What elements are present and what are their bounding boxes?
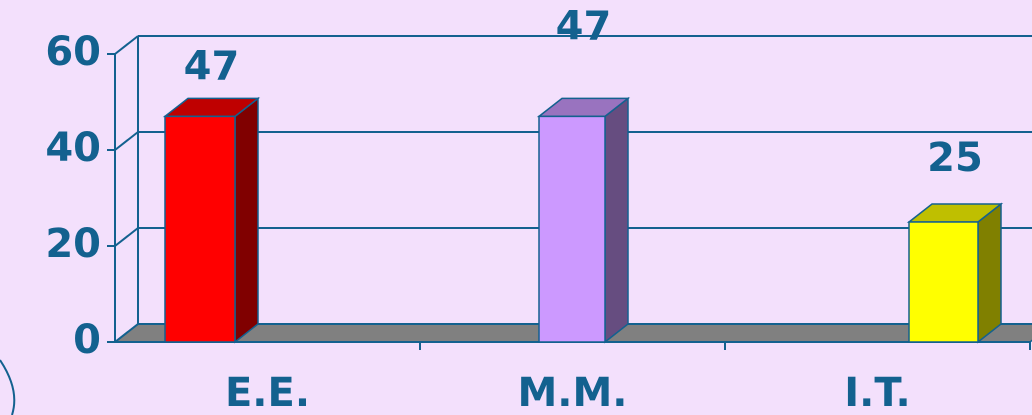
bar-side — [234, 96, 259, 344]
bar — [538, 115, 606, 343]
bar-side — [604, 96, 629, 344]
decor-arc — [0, 359, 16, 415]
y-tick-label: 60 — [45, 29, 101, 75]
wall-diagonal — [114, 323, 139, 343]
x-tick-label: M.M. — [518, 370, 628, 415]
data-label: 47 — [556, 3, 612, 49]
data-label: 25 — [927, 135, 983, 181]
wall-diagonal — [114, 227, 139, 247]
wall-diagonal — [114, 131, 139, 151]
bar — [908, 221, 979, 343]
data-label: 47 — [184, 43, 240, 89]
y-tick-label: 20 — [45, 221, 101, 267]
y-tick-label: 0 — [73, 317, 101, 363]
wall-diagonal — [114, 35, 139, 55]
bar — [164, 115, 236, 343]
x-tick-label: I.T. — [844, 370, 910, 415]
x-tick-label: E.E. — [225, 370, 310, 415]
bar-side — [977, 202, 1002, 344]
y-tick-label: 40 — [45, 125, 101, 171]
